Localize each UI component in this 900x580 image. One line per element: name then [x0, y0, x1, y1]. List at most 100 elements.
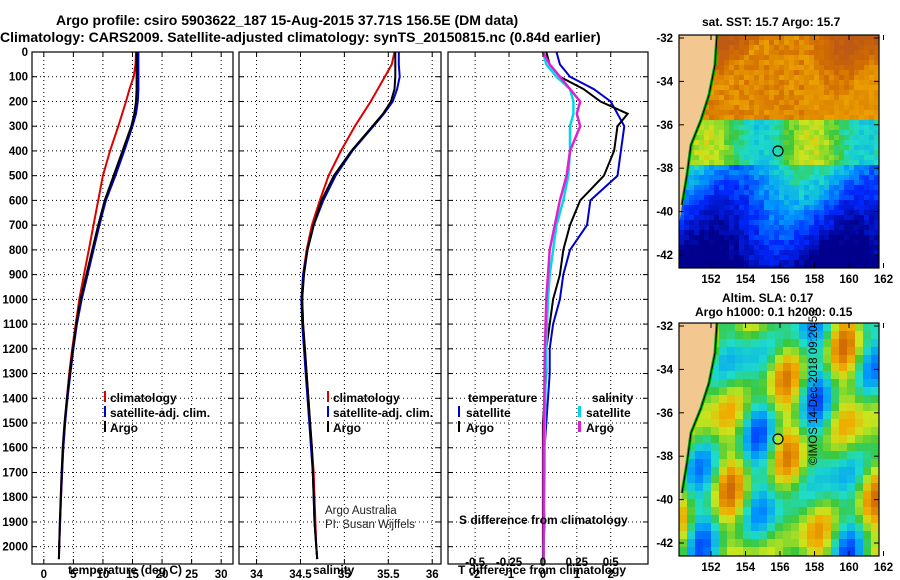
map-cell [749, 180, 754, 185]
map-cell [819, 50, 824, 55]
map-cell [871, 347, 879, 355]
map-cell [724, 240, 729, 245]
map-cell [769, 250, 774, 255]
map-cell [711, 395, 719, 403]
map-cell [844, 160, 849, 165]
map-cell [703, 499, 711, 507]
map-cell [859, 135, 864, 140]
map-cell [791, 523, 799, 531]
map-cell [834, 75, 839, 80]
map-cell [823, 443, 831, 451]
map-cell [815, 507, 823, 515]
map-cell [824, 245, 829, 250]
map-cell [699, 240, 704, 245]
map-cell [679, 215, 684, 220]
map-cell [714, 65, 719, 70]
map-cell [799, 339, 807, 347]
map-cell [839, 395, 847, 403]
map-cell [719, 50, 724, 55]
map-cell [734, 175, 739, 180]
map-cell [709, 165, 714, 170]
map-cell [819, 90, 824, 95]
map-cell [809, 130, 814, 135]
map-cell [784, 125, 789, 130]
map-cell [774, 150, 779, 155]
map-cell [749, 90, 754, 95]
map-cell [789, 250, 794, 255]
map-cell [849, 90, 854, 95]
map-cell [751, 419, 759, 427]
map-cell [775, 451, 783, 459]
map-cell [834, 145, 839, 150]
map-cell [709, 195, 714, 200]
map-cell [679, 547, 687, 555]
map-cell [729, 235, 734, 240]
imos-credit: ©IMOS 14-Dec-2018 09:20:53 [808, 309, 820, 465]
map-cell [831, 419, 839, 427]
map-cell [869, 205, 874, 210]
map-cell [799, 80, 804, 85]
map-cell [727, 443, 735, 451]
map-cell [839, 140, 844, 145]
sla-map-title-2: Argo h1000: 0.1 h2000: 0.15 [695, 305, 853, 319]
map-cell [775, 467, 783, 475]
map-cell [839, 427, 847, 435]
x-tick-label: -1 [504, 569, 515, 580]
map-cell [759, 507, 767, 515]
map-cell [749, 185, 754, 190]
map-cell [729, 80, 734, 85]
map-cell [719, 165, 724, 170]
map-cell [839, 185, 844, 190]
map-cell [819, 95, 824, 100]
map-cell [769, 80, 774, 85]
map-cell [764, 220, 769, 225]
map-cell [711, 507, 719, 515]
map-cell [869, 140, 874, 145]
map-cell [739, 100, 744, 105]
map-cell [839, 491, 847, 499]
map-cell [751, 499, 759, 507]
map-cell [769, 180, 774, 185]
map-cell [759, 140, 764, 145]
map-cell [754, 200, 759, 205]
map-cell [809, 40, 814, 45]
map-cell [744, 55, 749, 60]
map-cell [749, 105, 754, 110]
map-cell [847, 515, 855, 523]
map-cell [834, 95, 839, 100]
map-cell [684, 190, 689, 195]
map-cell [779, 195, 784, 200]
map-cell [839, 175, 844, 180]
map-cell [814, 85, 819, 90]
map-cell [849, 185, 854, 190]
map-cell [799, 515, 807, 523]
map-cell [734, 120, 739, 125]
map-cell [689, 205, 694, 210]
map-cell [864, 225, 869, 230]
map-cell [824, 230, 829, 235]
map-cell [874, 45, 879, 50]
map-cell [764, 140, 769, 145]
map-cell [709, 90, 714, 95]
map-cell [839, 483, 847, 491]
map-cell [779, 45, 784, 50]
map-cell [814, 95, 819, 100]
map-cell [769, 200, 774, 205]
map-cell [839, 65, 844, 70]
map-cell [751, 547, 759, 555]
map-cell [694, 210, 699, 215]
map-cell [704, 230, 709, 235]
map-cell [804, 255, 809, 260]
map-cell [749, 260, 754, 265]
map-cell [754, 40, 759, 45]
map-cell [839, 339, 847, 347]
map-cell [774, 140, 779, 145]
map-cell [799, 165, 804, 170]
map-cell [704, 260, 709, 265]
map-cell [794, 255, 799, 260]
map-cell [847, 331, 855, 339]
map-cell [719, 411, 727, 419]
map-cell [749, 190, 754, 195]
map-cell [849, 230, 854, 235]
map-cell [854, 35, 859, 40]
